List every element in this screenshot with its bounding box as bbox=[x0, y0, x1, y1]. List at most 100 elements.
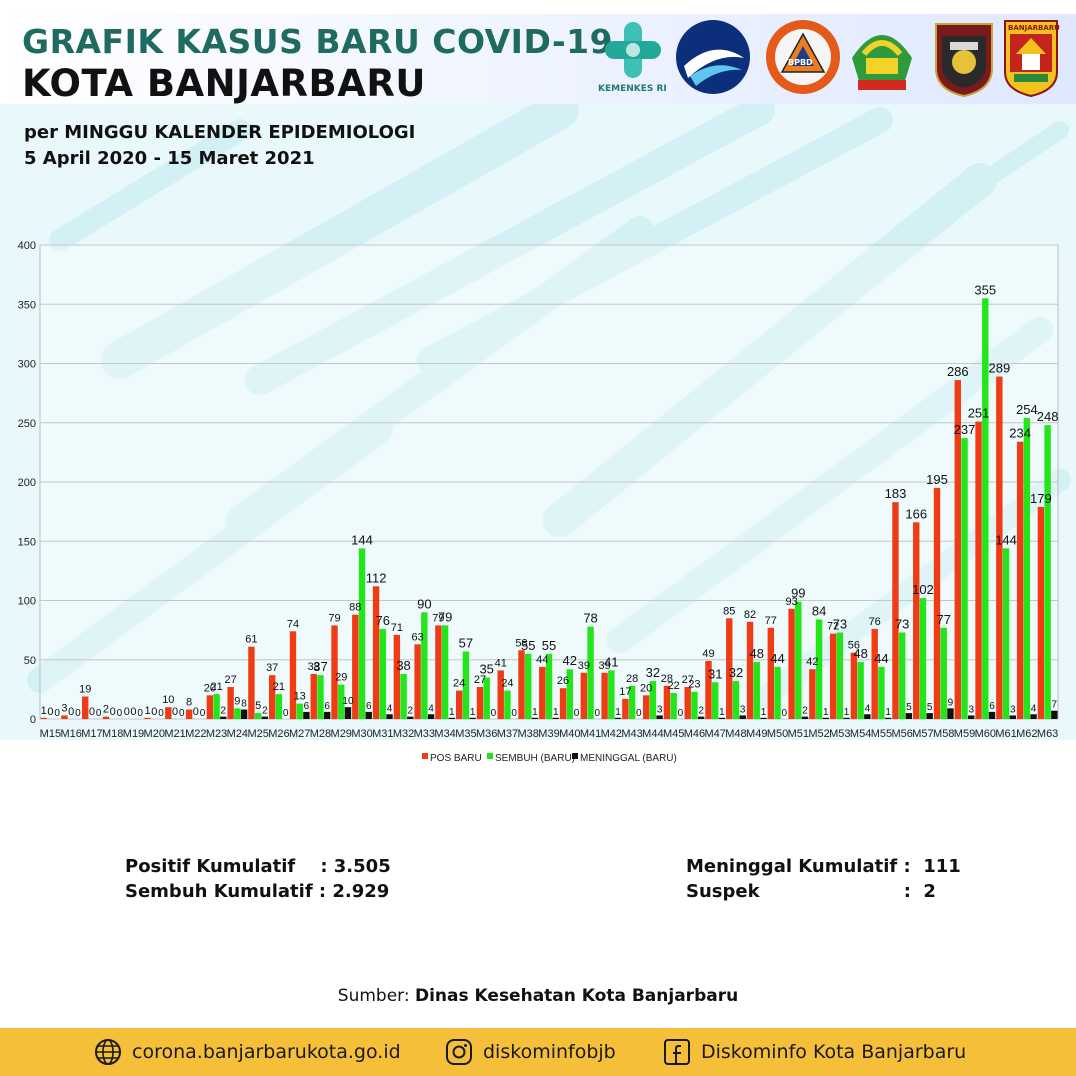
bar-pos bbox=[414, 644, 421, 719]
y-tick-label: 100 bbox=[18, 596, 36, 608]
bar-sembuh bbox=[1023, 418, 1031, 719]
data-label-sembuh: 0 bbox=[89, 706, 95, 718]
bar-meninggal bbox=[407, 716, 414, 719]
bar-sembuh bbox=[898, 632, 906, 719]
x-tick-label: M25 bbox=[247, 728, 268, 740]
data-label-sembuh: 248 bbox=[1037, 409, 1059, 424]
data-label-sembuh: 76 bbox=[376, 613, 390, 628]
data-label-meninggal: 1 bbox=[553, 707, 559, 718]
data-label-meninggal: 0 bbox=[636, 708, 642, 719]
stat-meninggal-kumulatif: Meninggal Kumulatif : 111 bbox=[686, 856, 961, 877]
data-label-meninggal: 1 bbox=[885, 707, 891, 718]
data-label-pos: 20 bbox=[640, 682, 652, 694]
bar-meninggal bbox=[427, 714, 435, 719]
data-label-pos: 56 bbox=[848, 640, 860, 652]
bar-sembuh bbox=[919, 598, 927, 719]
bar-sembuh bbox=[441, 625, 449, 719]
footer-website[interactable]: corona.banjarbarukota.go.id bbox=[94, 1038, 401, 1066]
data-label-pos: 289 bbox=[988, 361, 1010, 376]
y-tick-label: 50 bbox=[24, 655, 36, 667]
data-label-pos: 179 bbox=[1030, 491, 1052, 506]
data-label-sembuh: 35 bbox=[479, 662, 493, 677]
page-title: GRAFIK KASUS BARU COVID-19 bbox=[22, 22, 614, 61]
website-url[interactable]: corona.banjarbarukota.go.id bbox=[132, 1041, 401, 1063]
footer-instagram[interactable]: diskominfobjb bbox=[445, 1038, 616, 1066]
instagram-handle[interactable]: diskominfobjb bbox=[483, 1041, 616, 1063]
data-label-meninggal: 3 bbox=[740, 704, 746, 715]
bar-sembuh bbox=[213, 694, 220, 719]
bar-pos bbox=[248, 646, 255, 719]
data-label-sembuh: 78 bbox=[583, 611, 597, 626]
legend-label-meninggal: MENINGGAL (BARU) bbox=[580, 753, 677, 764]
data-label-meninggal: 0 bbox=[75, 708, 81, 719]
bar-sembuh bbox=[753, 662, 760, 719]
bar-sembuh bbox=[421, 612, 428, 719]
x-tick-label: M41 bbox=[580, 728, 601, 740]
x-tick-label: M36 bbox=[476, 728, 497, 740]
bar-pos bbox=[518, 650, 525, 719]
footer-bar: corona.banjarbarukota.go.id diskominfobj… bbox=[0, 1028, 1076, 1076]
footer-facebook[interactable]: Diskominfo Kota Banjarbaru bbox=[663, 1038, 966, 1066]
bar-pos bbox=[996, 376, 1003, 719]
x-tick-label: M21 bbox=[164, 728, 185, 740]
data-label-meninggal: 5 bbox=[927, 702, 933, 713]
data-label-meninggal: 0 bbox=[574, 708, 580, 719]
data-label-meninggal: 7 bbox=[1052, 700, 1058, 711]
y-tick-label: 0 bbox=[30, 714, 36, 726]
stat-suspek: Suspek : 2 bbox=[686, 881, 936, 902]
bar-pos bbox=[788, 608, 795, 719]
bar-meninggal bbox=[552, 717, 559, 719]
data-label-sembuh: 13 bbox=[294, 691, 306, 703]
bar-sembuh bbox=[275, 694, 283, 719]
data-label-meninggal: 0 bbox=[117, 708, 123, 719]
bar-meninggal bbox=[947, 708, 954, 719]
data-label-pos: 42 bbox=[806, 656, 818, 668]
bar-meninggal bbox=[801, 716, 809, 719]
data-label-meninggal: 4 bbox=[1031, 703, 1037, 714]
bar-sembuh bbox=[982, 298, 989, 719]
x-tick-label: M30 bbox=[351, 728, 372, 740]
legend-swatch-sembuh bbox=[487, 753, 493, 759]
bar-pos bbox=[933, 487, 941, 719]
instagram-icon bbox=[446, 1039, 472, 1065]
x-tick-label: M23 bbox=[206, 728, 227, 740]
x-tick-label: M44 bbox=[642, 728, 663, 740]
data-label-sembuh: 237 bbox=[954, 422, 976, 437]
data-label-pos: 112 bbox=[366, 570, 387, 585]
data-label-meninggal: 2 bbox=[802, 706, 808, 717]
x-tick-label: M52 bbox=[808, 728, 829, 740]
data-label-pos: 61 bbox=[245, 634, 257, 646]
data-label-meninggal: 1 bbox=[761, 707, 767, 718]
bar-pos bbox=[331, 625, 338, 719]
x-tick-label: M53 bbox=[829, 728, 850, 740]
data-label-sembuh: 77 bbox=[937, 612, 951, 627]
data-label-sembuh: 22 bbox=[668, 680, 680, 692]
bar-pos bbox=[850, 652, 858, 719]
bar-meninggal bbox=[905, 713, 913, 719]
bar-sembuh bbox=[504, 690, 511, 719]
facebook-page[interactable]: Diskominfo Kota Banjarbaru bbox=[701, 1041, 967, 1063]
x-tick-label: M40 bbox=[559, 728, 580, 740]
x-tick-label: M34 bbox=[434, 728, 455, 740]
source-name: Dinas Kesehatan Kota Banjarbaru bbox=[414, 986, 739, 1006]
bar-sembuh bbox=[1002, 548, 1010, 719]
data-label-meninggal: 6 bbox=[366, 701, 372, 712]
data-label-sembuh: 38 bbox=[396, 658, 410, 673]
data-label-meninggal: 0 bbox=[179, 708, 185, 719]
data-label-pos: 1 bbox=[41, 705, 47, 717]
data-label-pos: 2 bbox=[103, 704, 109, 716]
data-label-pos: 183 bbox=[885, 486, 907, 501]
data-label-pos: 38 bbox=[308, 661, 320, 673]
data-label-meninggal: 4 bbox=[865, 703, 871, 714]
bar-pos bbox=[497, 670, 504, 719]
data-label-meninggal: 2 bbox=[262, 706, 268, 717]
bar-sembuh bbox=[379, 628, 386, 719]
data-label-pos: 41 bbox=[495, 657, 507, 669]
bpbd-logo: BPBD bbox=[764, 18, 842, 98]
data-label-pos: 58 bbox=[515, 637, 527, 649]
bar-pos bbox=[975, 421, 982, 719]
x-tick-label: M61 bbox=[995, 728, 1016, 740]
data-label-pos: 10 bbox=[162, 694, 174, 706]
x-tick-label: M55 bbox=[871, 728, 892, 740]
bar-pos bbox=[206, 695, 214, 719]
